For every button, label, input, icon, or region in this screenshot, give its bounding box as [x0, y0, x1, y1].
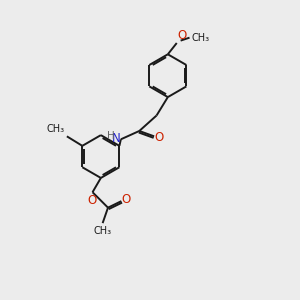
Text: CH₃: CH₃	[94, 226, 112, 236]
Text: CH₃: CH₃	[47, 124, 65, 134]
Text: N: N	[112, 132, 120, 145]
Text: CH₃: CH₃	[191, 33, 209, 43]
Text: H: H	[106, 131, 114, 141]
Text: O: O	[178, 29, 187, 42]
Text: O: O	[154, 131, 164, 144]
Text: O: O	[122, 193, 131, 206]
Text: O: O	[87, 194, 97, 207]
